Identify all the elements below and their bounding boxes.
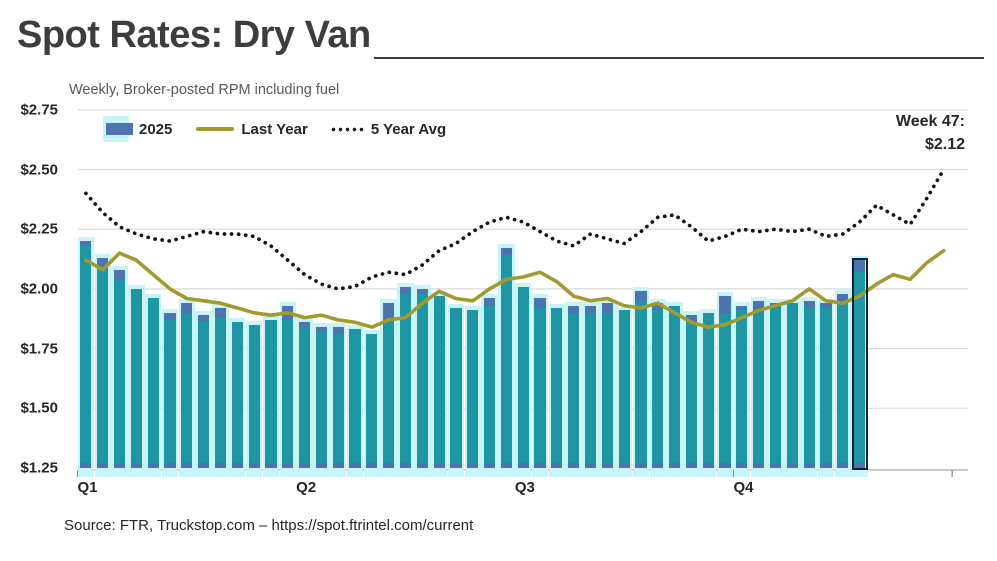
bar-week-29 <box>551 308 563 464</box>
x-axis-label-q2: Q2 <box>296 479 317 496</box>
y-axis-label: $2.25 <box>20 220 58 238</box>
legend-label-5-year-avg: 5 Year Avg <box>370 120 447 138</box>
bar-week-5 <box>147 298 159 464</box>
bar-week-45 <box>820 308 832 464</box>
y-axis-label: $1.75 <box>20 340 58 358</box>
bar-week-7 <box>181 312 193 464</box>
legend-item-5-year-avg: 5 Year Avg <box>308 121 446 138</box>
legend-item-2025: 2025 <box>103 116 172 142</box>
week-callout-line1: Week 47: <box>895 113 965 130</box>
y-axis-label: $1.25 <box>20 459 58 477</box>
bar-week-11 <box>248 324 260 464</box>
legend-label-2025: 2025 <box>139 120 173 138</box>
bar-week-20 <box>399 293 412 464</box>
bar-week-46 <box>837 303 849 464</box>
bar-week-9 <box>214 317 227 464</box>
bar-week-23 <box>450 308 462 464</box>
bar-week-36 <box>669 305 681 464</box>
bar-week-1 <box>80 245 92 464</box>
bar-week-18 <box>366 334 378 464</box>
bar-week-28 <box>534 308 546 464</box>
bar-week-33 <box>618 310 630 464</box>
bar-week-12 <box>265 319 277 464</box>
x-axis-label-q3: Q3 <box>514 479 535 496</box>
bar-week-38 <box>702 312 714 464</box>
bar-week-17 <box>349 329 361 464</box>
bar-week-27 <box>517 286 529 464</box>
week-callout-line2: $2.12 <box>924 136 965 153</box>
bar-week-22 <box>433 296 445 464</box>
bar-week-16 <box>332 334 344 464</box>
bar-week-6 <box>164 319 176 464</box>
bar-week-30 <box>568 312 580 464</box>
bar-week-31 <box>584 312 597 464</box>
bar-week-24 <box>467 310 479 464</box>
title-underline <box>374 57 984 60</box>
bar-week-42 <box>769 308 782 464</box>
highlighted-bar-outline-week-47 <box>851 257 868 470</box>
bar-week-25 <box>483 305 496 464</box>
bar-week-19 <box>383 322 395 464</box>
y-axis-label: $2.00 <box>20 280 58 298</box>
source-note: Source: FTR, Truckstop.com – https://spo… <box>64 517 474 534</box>
line-swatch-icon <box>196 127 235 131</box>
dotted-swatch-icon <box>329 126 366 132</box>
y-axis-label: $2.75 <box>20 101 58 119</box>
bar-week-3 <box>113 279 126 464</box>
chart-legend: 2025 Last Year 5 Year Avg <box>103 116 446 142</box>
bar-week-34 <box>635 300 647 464</box>
x-axis-label-q1: Q1 <box>77 479 98 496</box>
legend-item-last-year: Last Year <box>172 120 308 138</box>
page-title: Spot Rates: Dry Van <box>17 14 371 56</box>
week-callout: Week 47: $2.12 <box>896 110 965 156</box>
bar-week-26 <box>500 255 512 464</box>
x-axis-label-q4: Q4 <box>733 479 754 496</box>
y-axis-label: $1.50 <box>20 399 58 417</box>
bar-swatch-icon <box>103 116 133 142</box>
chart-subtitle: Weekly, Broker-posted RPM including fuel <box>69 82 340 98</box>
bar-week-8 <box>198 322 210 464</box>
bar-week-43 <box>786 303 798 464</box>
bar-week-4 <box>130 288 142 464</box>
bar-week-39 <box>719 312 731 464</box>
bar-week-15 <box>315 331 327 464</box>
bar-week-37 <box>685 322 698 464</box>
bar-week-21 <box>416 293 428 464</box>
bar-week-32 <box>601 312 613 464</box>
bar-week-13 <box>282 319 294 464</box>
bar-week-40 <box>736 310 748 464</box>
bar-week-2 <box>97 269 109 464</box>
legend-label-last-year: Last Year <box>241 120 308 138</box>
bar-week-14 <box>298 327 311 464</box>
bar-week-35 <box>652 310 664 464</box>
bar-week-47 <box>854 272 866 464</box>
bar-week-41 <box>753 310 765 464</box>
bar-week-10 <box>231 322 243 464</box>
bar-week-44 <box>803 308 815 464</box>
y-axis-label: $2.50 <box>20 161 58 178</box>
